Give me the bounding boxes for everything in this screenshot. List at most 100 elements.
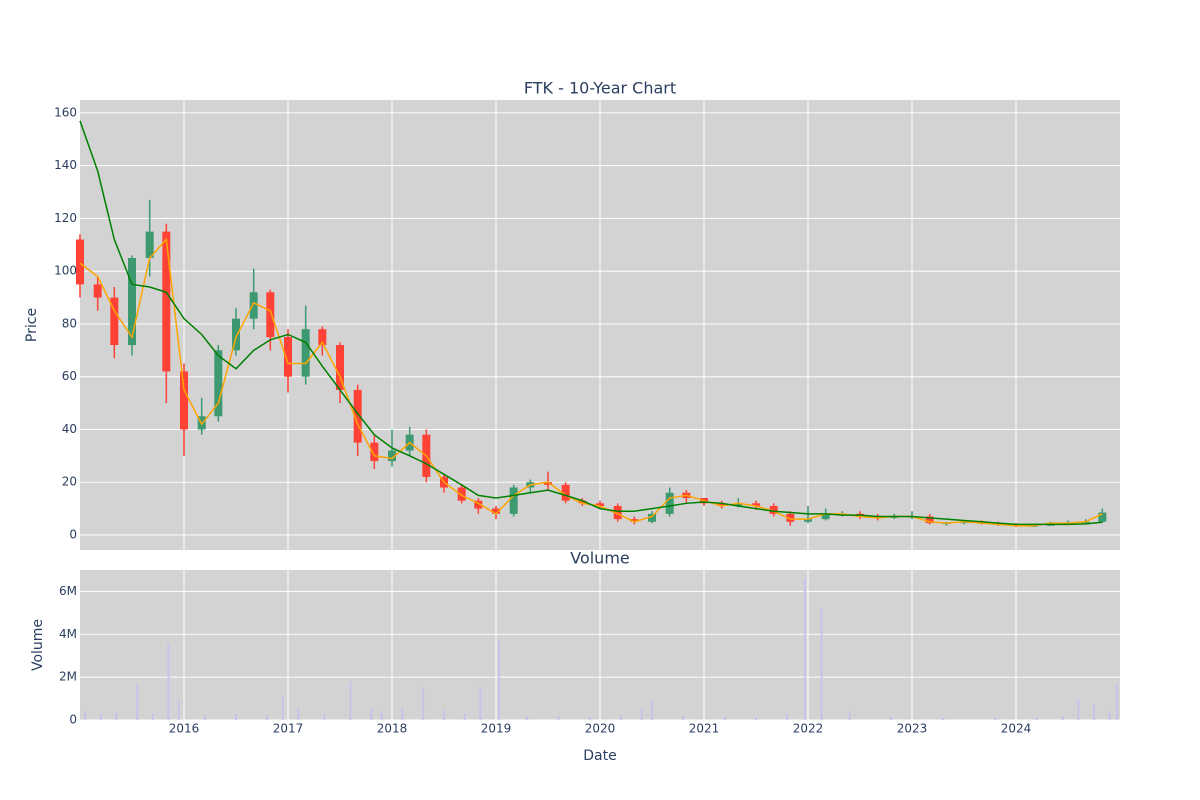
- volume-bar: [401, 707, 404, 720]
- volume-bar: [281, 696, 284, 720]
- candle-body: [474, 500, 483, 509]
- volume-bar: [84, 711, 87, 720]
- candle-body: [93, 284, 102, 298]
- x-tick-label: 2018: [377, 722, 408, 736]
- x-tick-label: 2022: [793, 722, 824, 736]
- x-tick-label: 2023: [897, 722, 928, 736]
- y-tick-label: 20: [62, 475, 77, 489]
- candle-body: [630, 519, 639, 522]
- x-tick-label: 2020: [585, 722, 616, 736]
- volume-bar: [479, 687, 482, 720]
- volume-bar: [167, 642, 170, 720]
- candle-body: [128, 258, 136, 346]
- candle-body: [578, 500, 587, 504]
- candle-body: [232, 318, 240, 351]
- candle-body: [180, 371, 188, 430]
- volume-bar: [1115, 683, 1118, 720]
- volume-bar: [619, 714, 622, 720]
- volume-bar: [380, 711, 383, 720]
- volume-bar: [526, 715, 529, 720]
- x-tick-label: 2019: [481, 722, 512, 736]
- volume-bar: [498, 640, 501, 720]
- volume-bar: [370, 709, 373, 720]
- y-tick-label: 2M: [59, 670, 77, 684]
- volume-bar: [994, 717, 997, 720]
- candle-body: [786, 513, 795, 522]
- y-tick-label: 80: [62, 316, 77, 330]
- volume-bar: [557, 715, 560, 720]
- volume-bar: [942, 717, 945, 720]
- volume-bar: [1035, 717, 1038, 720]
- volume-bar: [266, 714, 269, 720]
- y-tick-label: 160: [54, 105, 77, 119]
- volume-bar: [1108, 711, 1111, 720]
- candle-body: [1098, 512, 1107, 522]
- volume-bar: [682, 715, 685, 720]
- candle-body: [925, 516, 934, 524]
- candle-body: [370, 442, 379, 462]
- y-tick-label: 6M: [59, 584, 77, 598]
- y-tick-label: 0: [69, 527, 77, 541]
- volume-bar: [323, 713, 326, 720]
- candle-body: [353, 389, 362, 443]
- subplot-title: Volume: [570, 549, 630, 568]
- candle-body: [110, 297, 119, 346]
- x-tick-label: 2016: [169, 722, 200, 736]
- y-tick-label: 0: [69, 713, 77, 727]
- volume-bar: [723, 716, 726, 720]
- volume-bar: [1077, 698, 1080, 720]
- volume-bar: [786, 713, 789, 720]
- candle-body: [457, 487, 466, 501]
- volume-bar: [755, 717, 757, 720]
- volume-bar: [443, 710, 445, 720]
- y-tick-label: 120: [54, 211, 77, 225]
- chart-title: FTK - 10-Year Chart: [524, 79, 676, 98]
- candle-body: [214, 350, 223, 417]
- moving-average-line: [79, 120, 1103, 526]
- candle-body: [596, 503, 604, 506]
- volume-bar: [349, 681, 352, 720]
- volume-bar: [588, 716, 591, 720]
- volume-bar: [820, 608, 823, 720]
- volume-bar: [848, 711, 851, 720]
- volume-bar: [890, 716, 893, 720]
- candle-body: [301, 329, 310, 377]
- candle-body: [717, 503, 726, 506]
- candle-body: [388, 450, 396, 462]
- volume-bar: [235, 713, 237, 720]
- candle-body: [336, 345, 344, 390]
- volume-bar: [136, 683, 139, 720]
- candle-body: [249, 292, 258, 319]
- candle-body: [76, 239, 84, 285]
- x-tick-label: 2024: [1001, 722, 1032, 736]
- volume-bar: [1093, 705, 1095, 720]
- candle-body: [544, 482, 552, 485]
- volume-bar: [422, 687, 425, 720]
- volume-bar: [203, 714, 206, 720]
- volume-bar: [99, 713, 102, 720]
- volume-bar: [640, 707, 643, 720]
- candle-body: [318, 329, 327, 346]
- volume-bar: [463, 713, 466, 720]
- volume-bar: [803, 578, 806, 720]
- candle-body: [734, 503, 743, 506]
- candle-body: [804, 519, 812, 522]
- candle-body: [561, 484, 570, 501]
- candle-body: [266, 292, 275, 338]
- candle-body: [665, 492, 674, 514]
- x-tick-label: 2021: [689, 722, 720, 736]
- y-tick-label: 4M: [59, 627, 77, 641]
- candle-body: [492, 508, 500, 514]
- volume-bar: [115, 712, 118, 720]
- x-axis-label: Date: [583, 748, 616, 764]
- candle-body: [821, 513, 830, 520]
- volume-bar: [151, 713, 154, 720]
- y-tick-label: 40: [62, 422, 77, 436]
- x-tick-label: 2017: [273, 722, 304, 736]
- candle-body: [648, 513, 656, 522]
- candle-body: [613, 505, 622, 520]
- volume-bar: [1061, 715, 1064, 720]
- volume-bar: [177, 700, 180, 720]
- volume-bar: [297, 707, 300, 720]
